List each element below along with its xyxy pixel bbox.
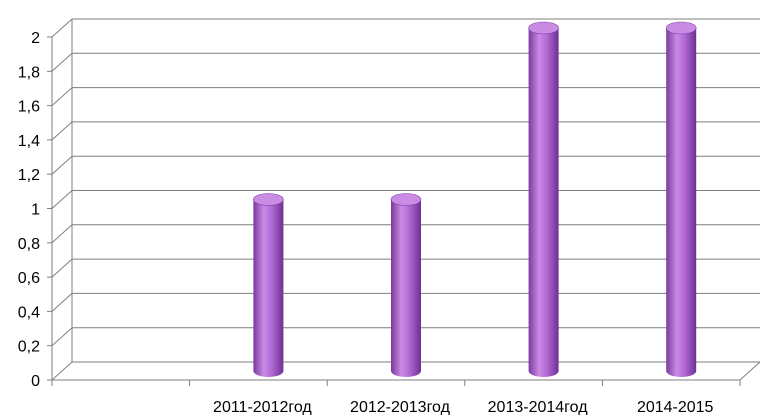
- gridline-depth: [51, 155, 73, 175]
- bar-body: [528, 28, 559, 377]
- y-tick-label: 2: [31, 30, 40, 47]
- y-tick-label: 1,8: [18, 64, 40, 81]
- gridline-depth: [51, 224, 73, 244]
- gridline-depth: [51, 293, 73, 312]
- x-category-label: 2013-2014год: [488, 399, 589, 415]
- gridline-depth: [51, 258, 73, 278]
- label-layer: 0 0,2 0,4 0,6 0,8 1 1,2 1,4 1,6 1,8 2 2011-2012год 2…: [18, 30, 714, 415]
- gridline-depth: [51, 190, 73, 209]
- bar-top: [528, 21, 559, 35]
- gridline-depth: [51, 327, 73, 347]
- floor-depth-edge: [739, 361, 761, 381]
- y-tick-label: 1,4: [18, 133, 40, 150]
- bar: [528, 21, 559, 377]
- y-tick-label: 0,2: [18, 339, 40, 356]
- bar: [253, 193, 284, 377]
- gridline-depth: [51, 52, 73, 72]
- bar-top: [665, 21, 697, 35]
- bar: [390, 193, 422, 377]
- bar-body: [253, 199, 284, 377]
- bar-layer: [253, 21, 697, 377]
- bar-top: [253, 193, 284, 206]
- bar-top: [390, 193, 422, 206]
- bar-body: [391, 199, 421, 377]
- y-tick-label: 0,4: [18, 304, 40, 321]
- y-tick-label: 0: [31, 373, 40, 390]
- y-tick-label: 1,2: [18, 167, 40, 184]
- bar-body: [666, 28, 697, 377]
- gridline-depth: [51, 87, 73, 106]
- y-tick-label: 1,6: [18, 99, 40, 116]
- y-tick-label: 0,6: [18, 270, 40, 287]
- gridline-depth: [51, 361, 73, 381]
- y-tick-label: 1: [31, 202, 40, 219]
- x-category-label: 2012-2013год: [350, 399, 451, 415]
- gridline-depth: [51, 121, 73, 141]
- x-category-label: 2011-2012год: [213, 399, 312, 415]
- bar: [665, 21, 697, 377]
- axis-layer: [47, 19, 761, 386]
- gridline-depth: [51, 18, 73, 38]
- x-category-label: 2014-2015: [637, 399, 714, 415]
- y-tick-label: 0,8: [18, 236, 40, 253]
